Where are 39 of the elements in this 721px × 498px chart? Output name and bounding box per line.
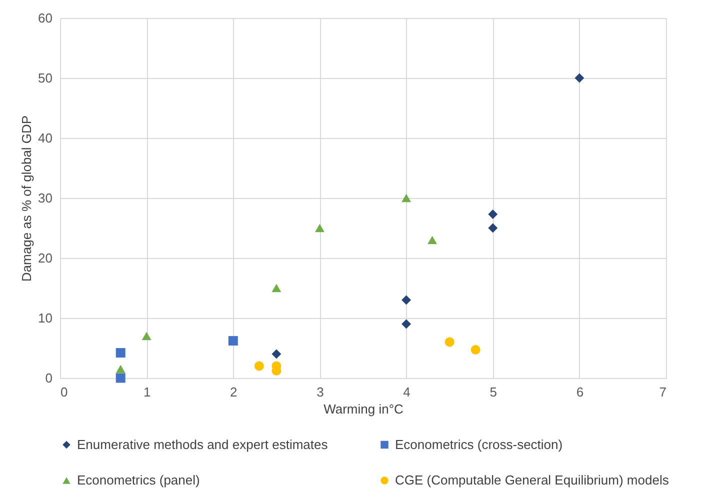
x-tick-label: 6 <box>576 384 584 400</box>
y-axis-title: Damage as % of global GDP <box>19 115 34 282</box>
y-tick-label: 20 <box>38 250 52 266</box>
point <box>142 332 152 340</box>
legend-label: Enumerative methods and expert estimates <box>77 436 328 452</box>
point <box>402 194 412 202</box>
point <box>116 348 126 358</box>
legend-label: Econometrics (panel) <box>77 472 200 488</box>
point <box>254 361 264 371</box>
x-tick-label: 1 <box>143 384 151 400</box>
x-tick-label: 0 <box>60 384 68 400</box>
point <box>488 209 498 219</box>
point <box>272 284 282 292</box>
point <box>444 337 454 347</box>
point <box>402 295 412 305</box>
point <box>228 336 238 346</box>
y-tick-label: 10 <box>38 310 52 326</box>
x-tick-label: 2 <box>230 384 238 400</box>
point <box>272 349 282 359</box>
point <box>428 236 437 244</box>
y-tick-label: 50 <box>38 70 52 86</box>
point <box>116 373 126 383</box>
point <box>116 364 126 374</box>
y-tick-label: 0 <box>45 370 52 386</box>
point <box>402 319 412 329</box>
legend-label: Econometrics (cross-section) <box>395 436 563 452</box>
y-tick-label: 40 <box>38 130 52 146</box>
y-tick-label: 60 <box>38 10 52 26</box>
point <box>470 345 480 355</box>
x-tick-label: 3 <box>316 384 324 400</box>
point <box>488 223 498 233</box>
legend-label: CGE (Computable General Equilibrium) models <box>395 472 670 488</box>
y-tick-label: 30 <box>38 190 52 206</box>
point <box>314 224 324 232</box>
x-tick-label: 4 <box>403 384 410 400</box>
x-tick-label: 5 <box>490 384 497 400</box>
x-tick-label: 7 <box>659 384 666 400</box>
point <box>574 73 584 83</box>
x-axis-title: Warming in°C <box>324 402 404 416</box>
